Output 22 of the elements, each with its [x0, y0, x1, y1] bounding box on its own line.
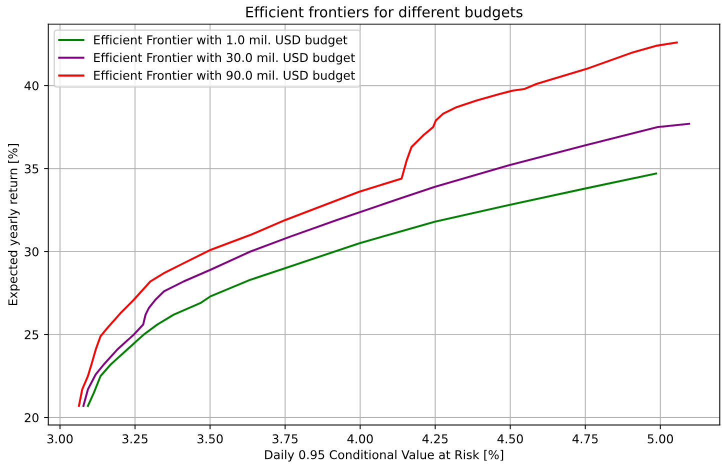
- y-tick-label: 25: [24, 330, 38, 340]
- x-tick-label: 4.50: [497, 434, 523, 444]
- legend-label: Efficient Frontier with 90.0 mil. USD budget: [94, 70, 355, 82]
- x-tick-label: 3.00: [47, 434, 73, 444]
- x-tick-label: 3.50: [198, 434, 223, 444]
- x-tick-label: 5.00: [648, 434, 673, 444]
- line-series: [82, 122, 690, 407]
- y-tick-label: 35: [24, 164, 38, 174]
- y-tick-label: 20: [24, 413, 38, 422]
- y-tick-label: 40: [24, 81, 38, 90]
- line-series: [86, 172, 658, 407]
- x-tick-label: 4.25: [422, 434, 448, 444]
- y-tick-label: 30: [24, 247, 38, 256]
- x-tick-label: 3.75: [272, 434, 298, 444]
- y-axis-title: Expected yearly return [%]: [8, 144, 20, 306]
- chart-title: Efficient frontiers for different budgets: [246, 6, 522, 20]
- legend-label: Efficient Frontier with 1.0 mil. USD budget: [94, 35, 348, 47]
- legend-label: Efficient Frontier with 30.0 mil. USD budget: [94, 52, 355, 64]
- x-tick-label: 4.75: [572, 434, 598, 444]
- x-tick-label: 3.25: [122, 434, 148, 444]
- x-tick-label: 4.00: [347, 434, 373, 444]
- x-axis-title: Daily 0.95 Conditional Value at Risk [%]: [265, 450, 504, 462]
